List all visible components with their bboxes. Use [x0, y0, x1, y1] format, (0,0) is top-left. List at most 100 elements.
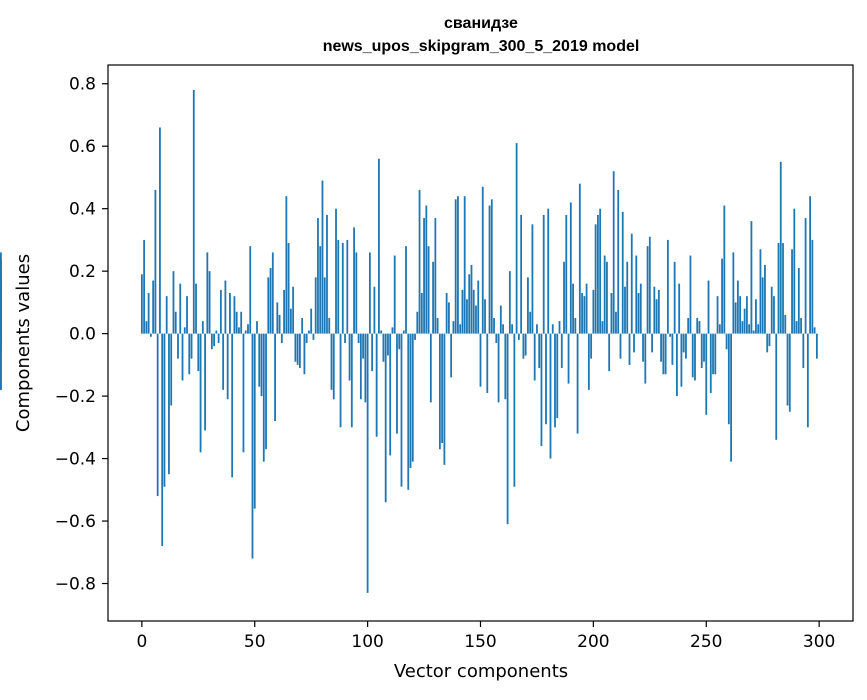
bar	[648, 236, 651, 334]
bar	[436, 318, 439, 334]
bar	[346, 239, 349, 334]
y-tick-label: 0.8	[69, 75, 96, 95]
bar	[242, 333, 245, 453]
bar	[515, 143, 518, 334]
bar	[594, 224, 597, 334]
bar	[703, 333, 705, 362]
bar	[560, 333, 563, 368]
bar	[680, 333, 683, 387]
bar	[163, 333, 166, 487]
bar	[569, 202, 572, 334]
bar	[213, 333, 216, 347]
bar	[206, 252, 209, 334]
bar	[393, 255, 396, 334]
bar	[646, 246, 649, 334]
bar	[378, 158, 380, 334]
bar	[633, 333, 635, 353]
bar	[192, 89, 195, 334]
bar	[694, 333, 696, 381]
bar	[630, 233, 633, 334]
bar	[777, 243, 780, 334]
y-tick-label: −0.2	[55, 387, 96, 407]
bar	[653, 286, 656, 334]
bar	[350, 333, 353, 428]
bar	[152, 280, 155, 334]
bar	[348, 333, 351, 381]
bar	[727, 333, 730, 425]
bar	[536, 324, 538, 334]
bar	[628, 333, 631, 365]
bar	[0, 311, 2, 334]
y-axis-label: Components values	[13, 254, 34, 432]
bar	[520, 214, 523, 334]
bar	[452, 321, 455, 334]
bar	[427, 246, 430, 334]
bar	[714, 333, 717, 375]
y-tick-label: −0.4	[55, 450, 96, 470]
bar	[682, 333, 685, 353]
bar	[409, 333, 412, 468]
bar	[718, 324, 721, 334]
bar	[235, 311, 238, 334]
bar	[547, 208, 550, 334]
bar	[231, 333, 234, 478]
chart-title-line-2: news_upos_skipgram_300_5_2019 model	[323, 38, 640, 55]
y-tick-label: 0.4	[69, 200, 96, 220]
bar	[533, 333, 536, 381]
bar	[429, 333, 432, 403]
x-tick-label: 200	[577, 632, 609, 652]
bar	[337, 239, 340, 334]
bars-layer	[0, 89, 818, 593]
bar	[195, 283, 197, 334]
bar	[624, 286, 626, 334]
bar	[755, 299, 757, 334]
bar	[296, 333, 299, 365]
bar	[486, 333, 489, 393]
bar	[312, 333, 315, 340]
bar	[170, 333, 173, 406]
bar	[687, 318, 690, 334]
bar	[183, 327, 186, 334]
bar	[741, 321, 744, 334]
bar	[359, 333, 362, 400]
bar	[551, 324, 554, 334]
bar	[488, 205, 491, 334]
y-tick-label: 0.6	[69, 137, 96, 157]
bar	[770, 286, 773, 334]
bar	[612, 171, 615, 334]
bar	[475, 305, 477, 334]
bar	[466, 299, 468, 334]
bar	[736, 280, 739, 334]
bar	[556, 333, 559, 418]
bar	[416, 311, 419, 334]
bar	[319, 246, 322, 334]
bar	[508, 271, 511, 334]
bar	[739, 296, 742, 334]
bar	[745, 296, 748, 334]
bar	[639, 283, 642, 334]
bar	[637, 293, 640, 334]
bar	[621, 211, 624, 334]
bar	[165, 296, 168, 334]
bar	[463, 196, 466, 334]
bar	[276, 302, 279, 334]
bar	[517, 333, 520, 340]
bar	[748, 324, 751, 334]
bar	[217, 333, 220, 343]
bar	[240, 311, 243, 334]
bar	[472, 289, 475, 334]
bar	[366, 333, 369, 593]
bar	[538, 333, 541, 368]
bar	[389, 333, 392, 456]
bar	[723, 205, 726, 334]
x-tick-label: 50	[244, 632, 266, 652]
bar	[671, 333, 674, 365]
bar	[599, 208, 602, 334]
bar	[540, 333, 543, 447]
bar	[660, 333, 663, 362]
bar	[188, 333, 191, 375]
x-tick-label: 150	[464, 632, 496, 652]
bar	[766, 333, 769, 353]
bar	[258, 333, 261, 387]
bar	[592, 289, 595, 334]
